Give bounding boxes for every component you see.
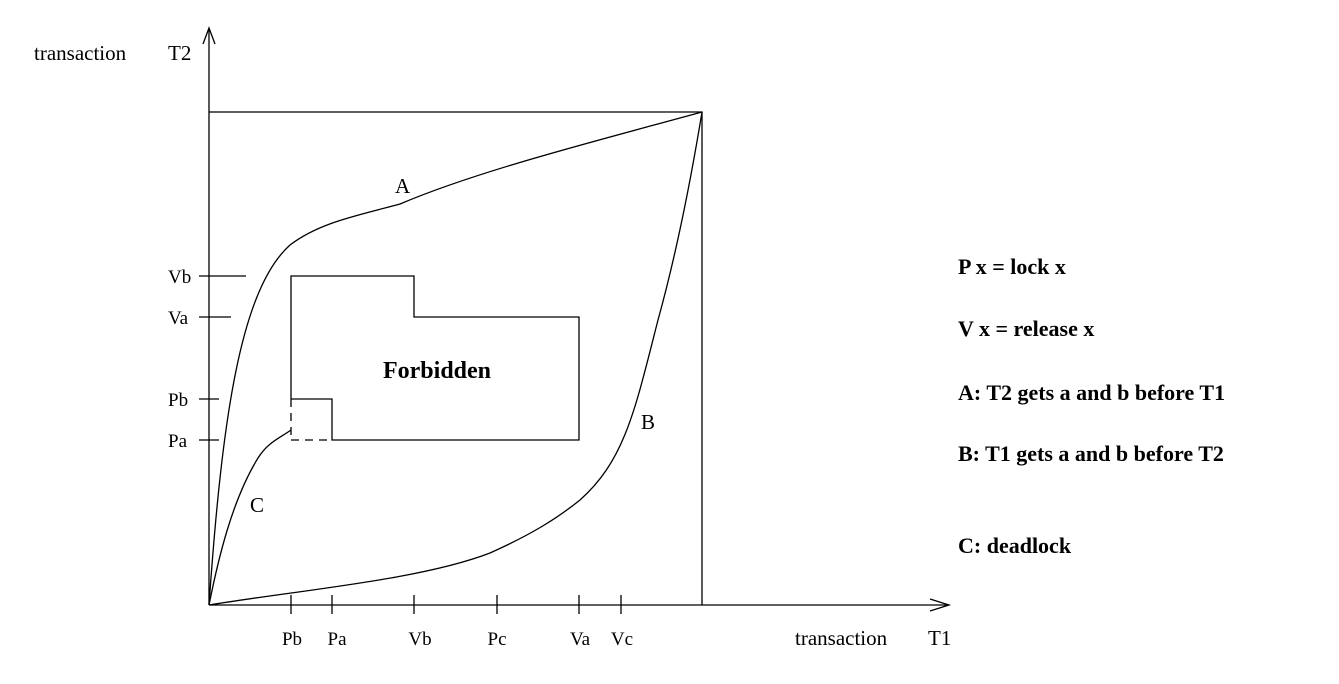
legend-item-release: V x = release x <box>958 316 1094 341</box>
y-tick-label-pa: Pa <box>168 431 188 452</box>
forbidden-label: Forbidden <box>383 358 491 384</box>
legend-item-b: B: T1 gets a and b before T2 <box>958 441 1224 466</box>
curve-a-label: A <box>395 174 411 198</box>
curve-a <box>208 111 703 606</box>
x-axis-title-t1: T1 <box>928 626 951 650</box>
forbidden-region-outline <box>290 275 580 441</box>
curve-b-label: B <box>641 410 655 434</box>
forbidden-region: Forbidden <box>290 275 580 441</box>
legend-item-c: C: deadlock <box>958 533 1072 558</box>
y-tick-label-vb: Vb <box>168 267 191 288</box>
legend-item-lock: P x = lock x <box>958 254 1066 279</box>
y-ticks: Vb Va Pb Pa <box>168 267 246 452</box>
x-axis-title: transaction <box>795 626 888 650</box>
x-tick-label-vb: Vb <box>408 629 431 650</box>
curve-c-label: C <box>250 493 264 517</box>
y-axis-title-t2: T2 <box>168 41 191 65</box>
x-tick-label-pb: Pb <box>282 629 302 650</box>
y-tick-label-va: Va <box>168 308 189 329</box>
y-tick-label-pb: Pb <box>168 390 188 411</box>
x-tick-label-va: Va <box>570 629 591 650</box>
y-axis-arrowhead <box>202 26 216 45</box>
axes <box>202 26 952 612</box>
x-tick-label-pc: Pc <box>488 629 507 650</box>
curve-b <box>208 111 703 606</box>
x-axis-arrowhead <box>929 598 952 612</box>
x-ticks: Pb Pa Vb Pc Va Vc <box>282 595 633 650</box>
curve-c <box>208 429 292 606</box>
legend-item-a: A: T2 gets a and b before T1 <box>958 380 1225 405</box>
x-tick-label-vc: Vc <box>611 629 633 650</box>
x-tick-label-pa: Pa <box>328 629 348 650</box>
y-axis-title: transaction <box>34 41 127 65</box>
legend: P x = lock x V x = release x A: T2 gets … <box>958 254 1225 558</box>
